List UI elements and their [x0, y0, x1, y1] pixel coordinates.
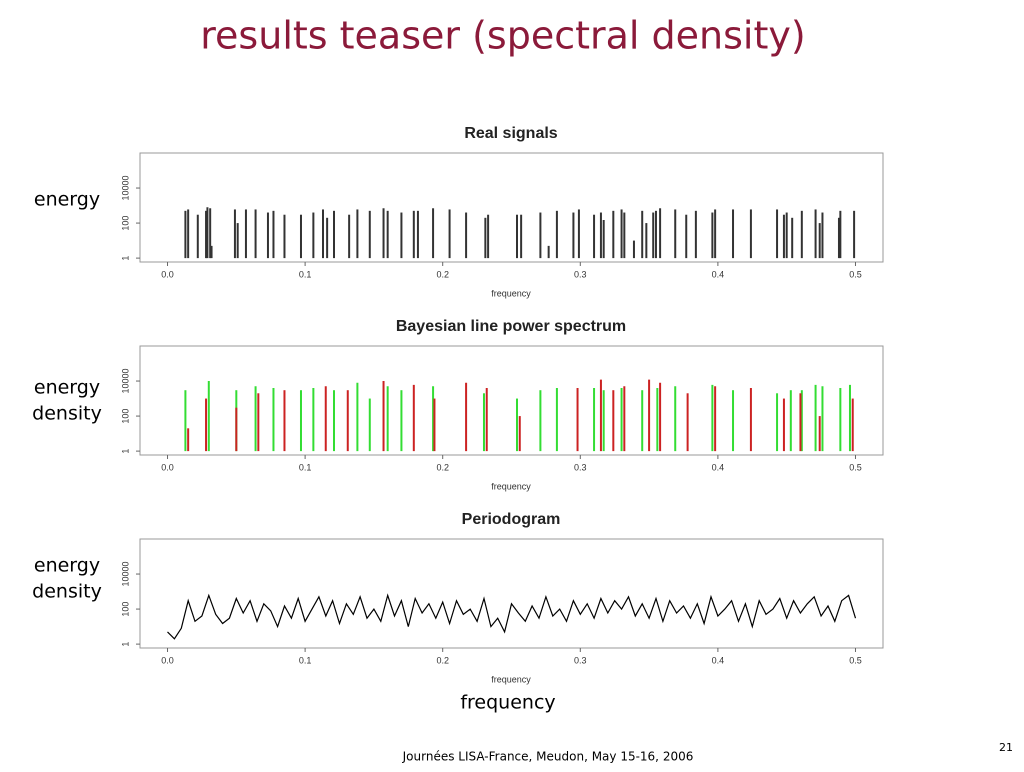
bottom-label: frequency [460, 692, 555, 714]
y-tick-label: 100 [120, 409, 130, 424]
x-tick-label: 0.5 [849, 655, 862, 665]
x-tick-label: 0.3 [574, 462, 587, 472]
x-tick-label: 0.2 [436, 269, 449, 279]
x-tick-label: 0.4 [712, 655, 725, 665]
side-label: energy [34, 189, 100, 211]
y-tick-label: 10000 [120, 562, 130, 587]
x-tick-label: 0.4 [712, 462, 725, 472]
x-tick-label: 0.2 [436, 655, 449, 665]
side-label: energy [34, 555, 100, 577]
x-tick-label: 0.1 [299, 462, 312, 472]
chart-title: Real signals [464, 125, 557, 142]
x-axis-label: frequency [491, 288, 531, 298]
side-label: energy [34, 377, 100, 399]
x-tick-label: 0.2 [436, 462, 449, 472]
periodogram-line [167, 593, 857, 640]
side-label: density [32, 581, 102, 603]
plot-frame [139, 345, 884, 456]
x-tick-label: 0.3 [574, 269, 587, 279]
x-tick-label: 0.5 [849, 269, 862, 279]
chart-title: Bayesian line power spectrum [396, 318, 626, 335]
plot-frame [139, 152, 884, 263]
y-tick-label: 1 [120, 642, 130, 647]
x-tick-label: 0.1 [299, 655, 312, 665]
x-tick-label: 0.0 [161, 655, 174, 665]
slide-title: results teaser (spectral density) [200, 14, 805, 58]
x-tick-label: 0.0 [161, 462, 174, 472]
y-tick-label: 10000 [120, 369, 130, 394]
x-tick-label: 0.3 [574, 655, 587, 665]
x-tick-label: 0.5 [849, 462, 862, 472]
x-tick-label: 0.0 [161, 269, 174, 279]
x-axis-label: frequency [491, 674, 531, 684]
y-tick-label: 1 [120, 256, 130, 261]
y-tick-label: 100 [120, 216, 130, 231]
x-axis-label: frequency [491, 481, 531, 491]
x-tick-label: 0.1 [299, 269, 312, 279]
chart-title: Periodogram [462, 511, 561, 528]
page-number: 21 [999, 741, 1013, 754]
y-tick-label: 10000 [120, 176, 130, 201]
side-label: density [32, 403, 102, 425]
y-tick-label: 1 [120, 449, 130, 454]
y-tick-label: 100 [120, 602, 130, 617]
footer: Journées LISA-France, Meudon, May 15-16,… [402, 750, 694, 764]
plot-frame [139, 538, 884, 649]
x-tick-label: 0.4 [712, 269, 725, 279]
